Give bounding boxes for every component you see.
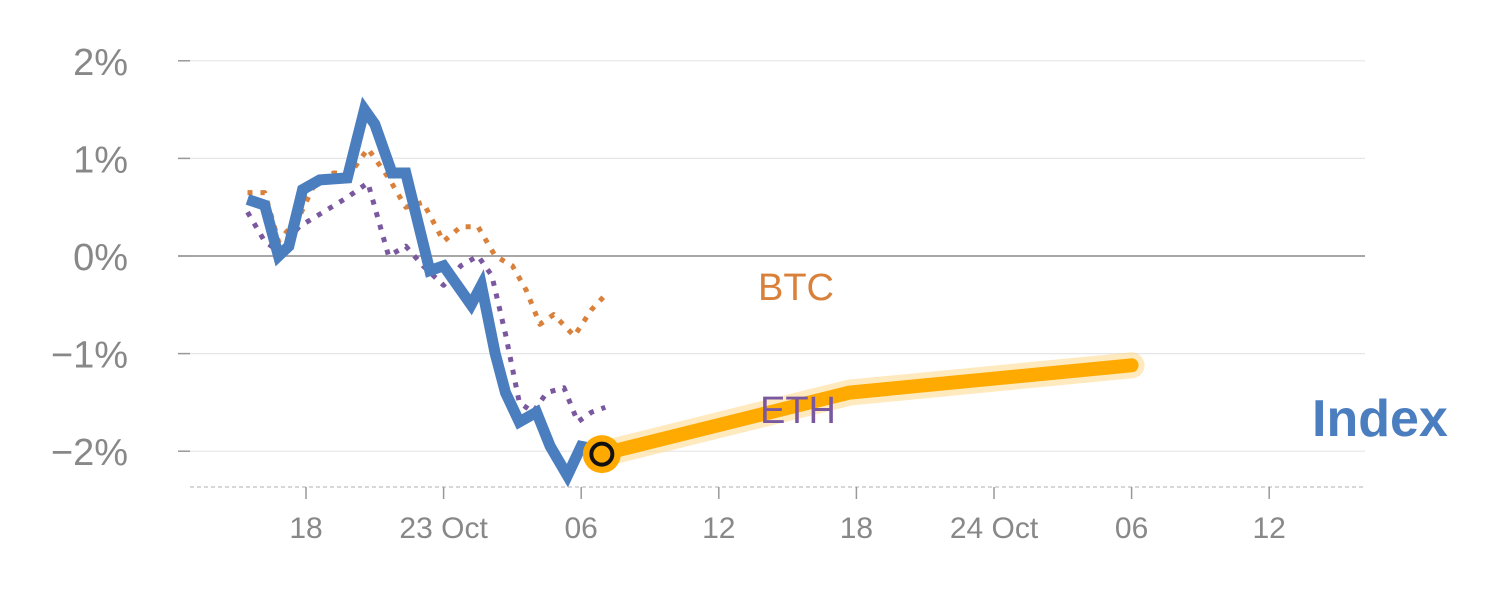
index-label: Index	[1312, 390, 1448, 448]
series-lines	[245, 96, 1145, 488]
eth-label: ETH	[760, 390, 836, 432]
x-tick-label: 18	[289, 512, 322, 545]
y-tick-label: −2%	[51, 432, 128, 474]
index-line	[245, 96, 605, 488]
y-tick-label: 2%	[73, 42, 128, 84]
y-tick-label: 0%	[73, 237, 128, 279]
btc-line	[247, 146, 608, 339]
y-tick-label: 1%	[73, 139, 128, 181]
series-labels: BTC ETH Index	[758, 267, 1448, 448]
btc-label: BTC	[758, 267, 834, 309]
grid-lines	[178, 60, 1365, 499]
x-tick-label: 23 Oct	[399, 512, 488, 545]
x-tick-label: 12	[702, 512, 735, 545]
x-tick-label: 12	[1253, 512, 1286, 545]
index-forecast-line	[594, 358, 1139, 462]
x-tick-label: 24 Oct	[950, 512, 1039, 545]
marker-group	[582, 435, 621, 474]
marker-inner	[589, 441, 615, 467]
x-tick-label: 06	[1115, 512, 1148, 545]
axis-ticks: 2% 1% 0% −1% −2% 18 23 Oct 06 12 18 24 Oct 06 12	[51, 42, 1286, 545]
y-tick-label: −1%	[51, 335, 128, 377]
x-tick-label: 18	[840, 512, 873, 545]
x-tick-label: 06	[565, 512, 598, 545]
